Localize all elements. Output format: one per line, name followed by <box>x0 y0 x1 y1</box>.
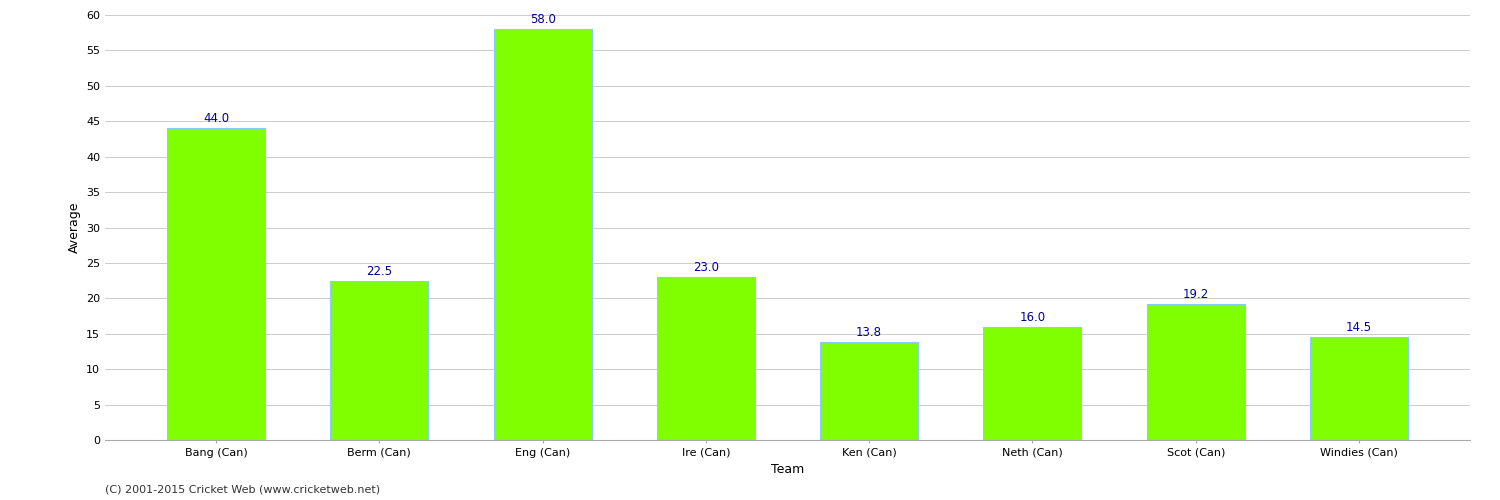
Text: 22.5: 22.5 <box>366 265 393 278</box>
Bar <box>1310 338 1408 440</box>
Text: 13.8: 13.8 <box>856 326 882 340</box>
Bar <box>821 342 918 440</box>
X-axis label: Team: Team <box>771 463 804 476</box>
Bar <box>1146 304 1245 440</box>
Y-axis label: Average: Average <box>68 202 81 253</box>
Text: 44.0: 44.0 <box>202 112 229 126</box>
Text: 58.0: 58.0 <box>530 14 555 26</box>
Bar <box>984 326 1082 440</box>
Text: 16.0: 16.0 <box>1020 311 1046 324</box>
Bar <box>330 280 429 440</box>
Bar <box>166 128 266 440</box>
Bar <box>494 29 591 440</box>
Text: 23.0: 23.0 <box>693 261 718 274</box>
Text: (C) 2001-2015 Cricket Web (www.cricketweb.net): (C) 2001-2015 Cricket Web (www.cricketwe… <box>105 485 380 495</box>
Text: 19.2: 19.2 <box>1182 288 1209 301</box>
Text: 14.5: 14.5 <box>1346 322 1372 334</box>
Bar <box>657 277 754 440</box>
